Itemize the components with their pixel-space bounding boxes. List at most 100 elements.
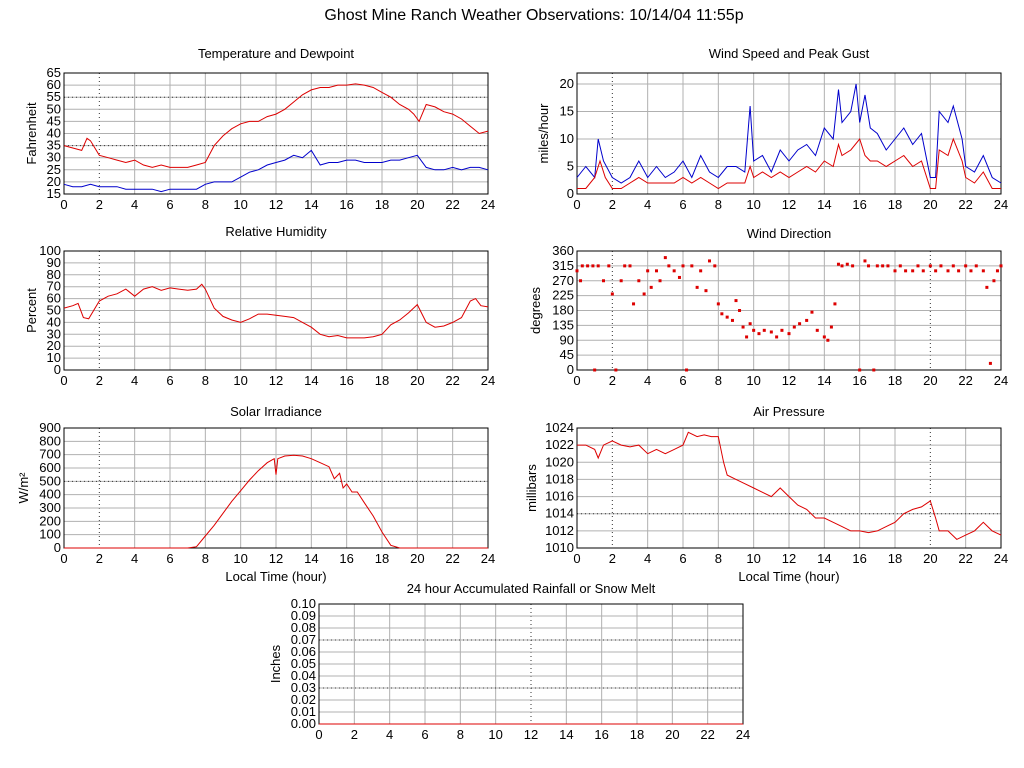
rain-xtick-label: 20 [665, 727, 679, 742]
direction-xtick-label: 6 [679, 373, 686, 388]
direction-xtick-label: 12 [782, 373, 796, 388]
solar-ytick-label: 600 [39, 460, 61, 475]
pressure-xtick-label: 22 [958, 551, 972, 566]
rain-xtick-label: 10 [488, 727, 502, 742]
direction-ytick-label: 90 [560, 332, 574, 347]
direction-point [677, 275, 681, 279]
wind-series-line-0 [576, 83, 1002, 184]
direction-point [904, 269, 908, 273]
direction-point [667, 264, 671, 268]
direction-point [637, 279, 641, 283]
direction-point [875, 264, 879, 268]
rain-ytick-label: 0.02 [291, 692, 316, 707]
direction-xtick-label: 4 [644, 373, 651, 388]
temp-ytick-label: 55 [47, 89, 61, 104]
rain-ytick-label: 0.06 [291, 644, 316, 659]
temp-ytick-label: 65 [47, 65, 61, 80]
rain-xtick-label: 18 [630, 727, 644, 742]
direction-point [974, 264, 978, 268]
solar-ytick-label: 400 [39, 487, 61, 502]
direction-point [867, 264, 870, 268]
direction-point [619, 279, 623, 283]
direction-point [798, 322, 802, 326]
humidity-title: Relative Humidity [225, 224, 327, 239]
rain-ytick-label: 0.01 [291, 704, 316, 719]
solar-xtick-label: 0 [60, 551, 67, 566]
direction-ytick-label: 225 [552, 288, 574, 303]
direction-point [863, 259, 867, 263]
pressure-title: Air Pressure [753, 404, 825, 419]
solar-xtick-label: 6 [166, 551, 173, 566]
direction-point [939, 264, 943, 268]
wind-xtick-label: 6 [679, 197, 686, 212]
solar-ytick-label: 700 [39, 447, 61, 462]
temp-ytick-label: 45 [47, 113, 61, 128]
pressure-xtick-label: 2 [609, 551, 616, 566]
temp-ytick-label: 60 [47, 77, 61, 92]
direction-point [663, 256, 667, 260]
direction-xtick-label: 2 [609, 373, 616, 388]
solar-frame [63, 427, 489, 549]
temp-ytick-label: 25 [47, 162, 61, 177]
rain-ytick-label: 0.09 [291, 608, 316, 623]
direction-point [858, 368, 862, 372]
temp-xtick-label: 16 [339, 197, 353, 212]
wind-frame [576, 72, 1002, 195]
direction-xtick-label: 8 [715, 373, 722, 388]
rain-xtick-label: 8 [457, 727, 464, 742]
direction-point [730, 318, 734, 322]
direction-point [886, 264, 890, 268]
direction-point [780, 328, 784, 332]
pressure-ytick-label: 1010 [545, 540, 574, 555]
direction-point [741, 325, 745, 329]
pressure-chart: 0 2 4 6 8 10 12 14 16 18 20 22 241010101210141016101… [524, 404, 1008, 584]
direction-ytick-label: 270 [552, 273, 574, 288]
temp-ytick-label: 35 [47, 138, 61, 153]
direction-point [934, 269, 938, 273]
pressure-ytick-label: 1020 [545, 454, 574, 469]
direction-point [833, 302, 837, 306]
direction-point [757, 332, 761, 336]
pressure-xtick-label: 24 [994, 551, 1008, 566]
humidity-ytick-label: 80 [47, 267, 61, 282]
pressure-xtick-label: 8 [715, 551, 722, 566]
wind-xtick-label: 12 [782, 197, 796, 212]
direction-point [810, 310, 814, 314]
direction-point [586, 264, 590, 268]
direction-point [969, 269, 973, 273]
direction-point [815, 328, 819, 332]
humidity-ytick-label: 90 [47, 255, 61, 270]
humidity-ylabel: Percent [24, 288, 39, 333]
humidity-xtick-label: 4 [131, 373, 138, 388]
rain-ytick-label: 0.00 [291, 716, 316, 731]
temp-xtick-label: 14 [304, 197, 318, 212]
rain-xtick-label: 2 [351, 727, 358, 742]
wind-title: Wind Speed and Peak Gust [709, 46, 870, 61]
rain-xtick-label: 16 [594, 727, 608, 742]
direction-point [999, 264, 1003, 268]
solar-xtick-label: 22 [445, 551, 459, 566]
temp-ytick-label: 20 [47, 174, 61, 189]
solar-xtick-label: 18 [375, 551, 389, 566]
direction-point [985, 285, 989, 289]
humidity-xtick-label: 22 [445, 373, 459, 388]
wind-xtick-label: 18 [888, 197, 902, 212]
humidity-series-line-0 [63, 283, 489, 339]
direction-point [845, 262, 849, 266]
pressure-ytick-label: 1018 [545, 471, 574, 486]
direction-point [752, 328, 756, 332]
temp-xtick-label: 4 [131, 197, 138, 212]
direction-point [822, 335, 826, 339]
direction-xtick-label: 24 [994, 373, 1008, 388]
rain-ytick-label: 0.07 [291, 632, 316, 647]
temp-xtick-label: 8 [202, 197, 209, 212]
solar-series-line-0 [64, 454, 488, 549]
temp-ytick-label: 50 [47, 101, 61, 116]
wind-xtick-label: 8 [715, 197, 722, 212]
page-title: Ghost Mine Ranch Weather Observations: 1… [324, 7, 744, 24]
temp-xtick-label: 2 [96, 197, 103, 212]
pressure-frame [576, 427, 1002, 549]
direction-point [836, 262, 840, 266]
temp-xtick-label: 18 [375, 197, 389, 212]
